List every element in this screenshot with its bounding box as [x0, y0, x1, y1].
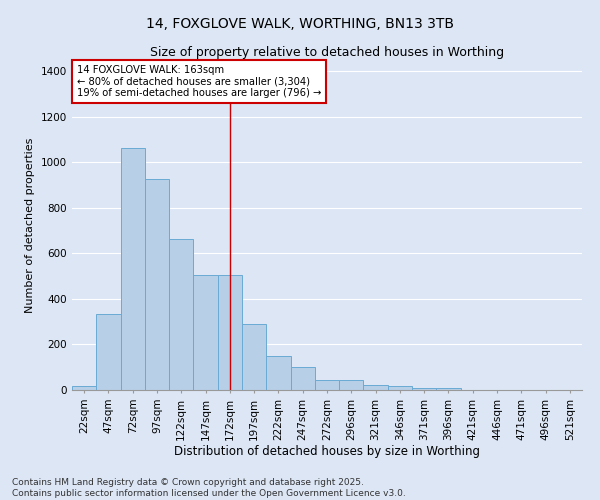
- Text: Contains HM Land Registry data © Crown copyright and database right 2025.
Contai: Contains HM Land Registry data © Crown c…: [12, 478, 406, 498]
- Bar: [121, 148, 145, 390]
- Bar: [290, 367, 315, 390]
- Bar: [315, 380, 339, 390]
- Bar: [193, 275, 218, 390]
- Text: 14, FOXGLOVE WALK, WORTHING, BN13 3TB: 14, FOXGLOVE WALK, WORTHING, BN13 3TB: [146, 18, 454, 32]
- Bar: [72, 386, 96, 390]
- Bar: [412, 388, 436, 390]
- Bar: [266, 356, 290, 390]
- X-axis label: Distribution of detached houses by size in Worthing: Distribution of detached houses by size …: [174, 446, 480, 458]
- Bar: [364, 385, 388, 390]
- Title: Size of property relative to detached houses in Worthing: Size of property relative to detached ho…: [150, 46, 504, 59]
- Bar: [96, 314, 121, 390]
- Y-axis label: Number of detached properties: Number of detached properties: [25, 138, 35, 312]
- Bar: [388, 386, 412, 390]
- Bar: [169, 238, 193, 390]
- Bar: [145, 180, 169, 390]
- Bar: [218, 275, 242, 390]
- Bar: [339, 380, 364, 390]
- Text: 14 FOXGLOVE WALK: 163sqm
← 80% of detached houses are smaller (3,304)
19% of sem: 14 FOXGLOVE WALK: 163sqm ← 80% of detach…: [77, 65, 322, 98]
- Bar: [242, 324, 266, 390]
- Bar: [436, 388, 461, 390]
